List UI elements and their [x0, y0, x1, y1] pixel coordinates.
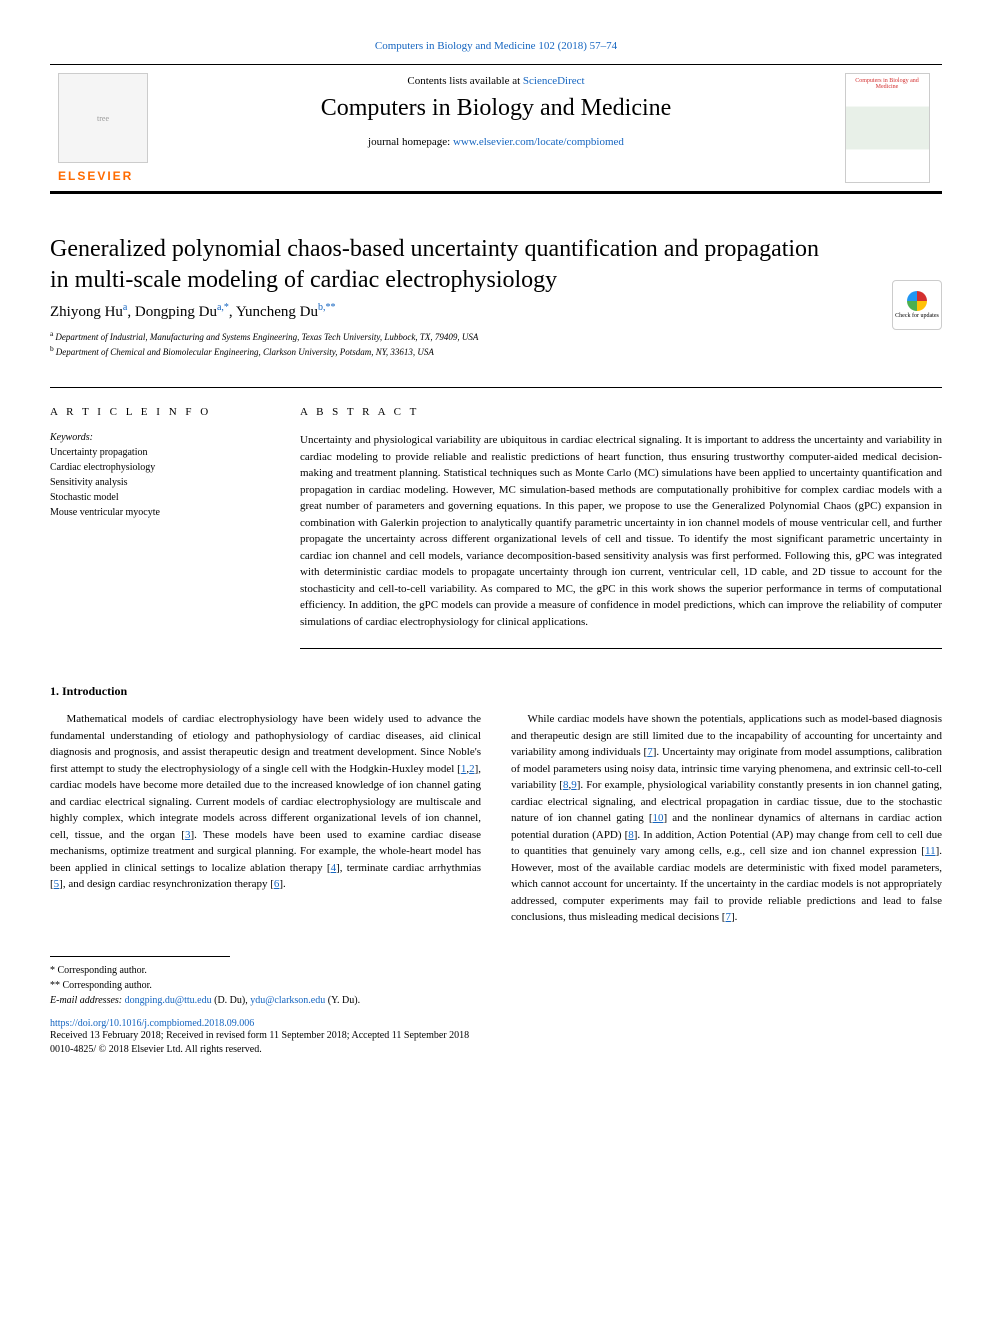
ref-8[interactable]: 8 — [563, 779, 569, 791]
keyword-item: Stochastic model — [50, 490, 270, 505]
author-1: Zhiyong Hu — [50, 304, 123, 320]
publisher-name: ELSEVIER — [58, 169, 152, 183]
body-columns: Mathematical models of cardiac electroph… — [50, 711, 942, 926]
citation-header: Computers in Biology and Medicine 102 (2… — [50, 40, 942, 52]
intro-text: Mathematical models of cardiac electroph… — [50, 713, 481, 775]
received-line: Received 13 February 2018; Received in r… — [50, 1029, 942, 1043]
elsevier-logo: tree — [58, 73, 148, 163]
corr-1: * Corresponding author. — [50, 963, 942, 978]
introduction-section: 1. Introduction Mathematical models of c… — [50, 684, 942, 926]
affiliation-b: bDepartment of Chemical and Biomolecular… — [50, 344, 942, 357]
body-col-left: Mathematical models of cardiac electroph… — [50, 711, 481, 926]
homepage-line: journal homepage: www.elsevier.com/locat… — [160, 136, 832, 148]
corr-2: ** Corresponding author. — [50, 978, 942, 993]
crossmark-icon — [907, 291, 927, 311]
homepage-link[interactable]: www.elsevier.com/locate/compbiomed — [453, 136, 624, 148]
abstract-label: A B S T R A C T — [300, 406, 942, 418]
email-line: E-mail addresses: dongping.du@ttu.edu (D… — [50, 993, 942, 1008]
footer-separator — [50, 956, 230, 957]
abstract-text: Uncertainty and physiological variabilit… — [300, 432, 942, 630]
author-3: Yuncheng Du — [236, 304, 318, 320]
author-list: Zhiyong Hua, Dongping Dua,*, Yuncheng Du… — [50, 302, 942, 321]
keywords-label: Keywords: — [50, 432, 270, 443]
intro-heading: 1. Introduction — [50, 684, 942, 699]
footnotes: * Corresponding author. ** Corresponding… — [50, 963, 942, 1008]
author-2: Dongping Du — [135, 304, 217, 320]
publisher-block: tree ELSEVIER — [50, 65, 160, 191]
abstract-block: A B S T R A C T Uncertainty and physiolo… — [300, 406, 942, 649]
check-updates-badge[interactable]: Check for updates — [892, 280, 942, 330]
article-title: Generalized polynomial chaos-based uncer… — [50, 234, 830, 296]
article-info-block: A R T I C L E I N F O Keywords: Uncertai… — [50, 406, 270, 649]
affiliation-a: aDepartment of Industrial, Manufacturing… — [50, 329, 942, 342]
author-2-corr[interactable]: * — [224, 302, 229, 313]
email-1-name: (D. Du), — [212, 995, 251, 1006]
ref-1[interactable]: 1 — [461, 763, 467, 775]
intro-text: ], and design cardiac resynchronization … — [59, 878, 274, 890]
keyword-item: Cardiac electrophysiology — [50, 460, 270, 475]
email-label: E-mail addresses: — [50, 995, 125, 1006]
masthead: tree ELSEVIER Contents lists available a… — [50, 64, 942, 194]
homepage-prefix: journal homepage: — [368, 136, 453, 148]
masthead-center: Contents lists available at ScienceDirec… — [160, 65, 832, 191]
author-1-affil[interactable]: a — [123, 302, 127, 313]
intro-text: ]. — [731, 911, 737, 923]
journal-cover-thumb: Computers in Biology and Medicine — [845, 73, 930, 183]
keyword-item: Sensitivity analysis — [50, 475, 270, 490]
article-info-label: A R T I C L E I N F O — [50, 406, 270, 418]
journal-name: Computers in Biology and Medicine — [160, 95, 832, 122]
author-2-affil[interactable]: a, — [217, 302, 224, 313]
email-2[interactable]: ydu@clarkson.edu — [250, 995, 325, 1006]
keyword-item: Mouse ventricular myocyte — [50, 505, 270, 520]
masthead-right: Computers in Biology and Medicine — [832, 65, 942, 191]
email-1[interactable]: dongping.du@ttu.edu — [125, 995, 212, 1006]
check-updates-label: Check for updates — [895, 313, 939, 319]
issn-line: 0010-4825/ © 2018 Elsevier Ltd. All righ… — [50, 1043, 942, 1057]
info-abstract-row: A R T I C L E I N F O Keywords: Uncertai… — [50, 387, 942, 649]
body-col-right: While cardiac models have shown the pote… — [511, 711, 942, 926]
keywords-list: Uncertainty propagation Cardiac electrop… — [50, 445, 270, 520]
email-2-name: (Y. Du). — [325, 995, 360, 1006]
ref-11[interactable]: 11 — [925, 845, 936, 857]
author-3-corr[interactable]: ** — [325, 302, 335, 313]
keyword-item: Uncertainty propagation — [50, 445, 270, 460]
contents-prefix: Contents lists available at — [407, 75, 522, 87]
doi-line: https://doi.org/10.1016/j.compbiomed.201… — [50, 1018, 942, 1029]
sciencedirect-link[interactable]: ScienceDirect — [523, 75, 585, 87]
intro-text: ]. — [279, 878, 285, 890]
contents-line: Contents lists available at ScienceDirec… — [160, 75, 832, 87]
ref-10[interactable]: 10 — [653, 812, 664, 824]
doi-link[interactable]: https://doi.org/10.1016/j.compbiomed.201… — [50, 1018, 254, 1029]
